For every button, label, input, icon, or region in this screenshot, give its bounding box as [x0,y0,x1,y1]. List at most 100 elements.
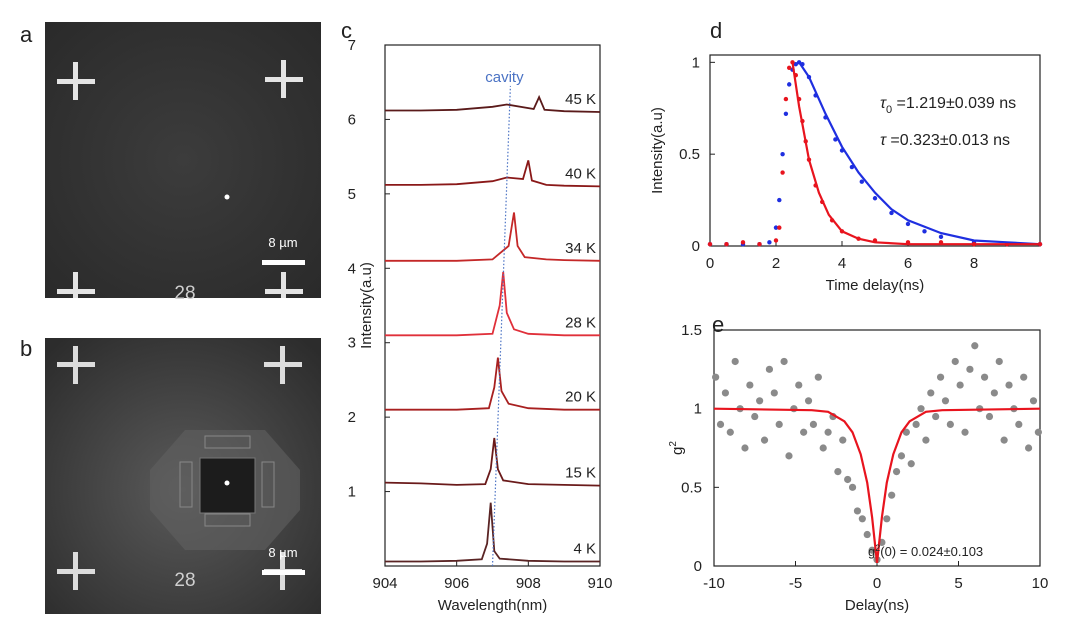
y-tick-label: 6 [348,111,356,128]
y-tick-label: 0.5 [681,479,702,496]
data-point [1020,373,1028,381]
series-label: 34 K [565,240,596,257]
data-point [787,65,792,71]
panel-label: c [341,18,352,43]
series-label: 45 K [565,91,596,108]
data-point [883,515,891,523]
x-tick-label: 6 [904,255,912,272]
x-axis-label: Time delay(ns) [826,277,925,294]
series-line [791,62,1040,246]
data-point [724,241,729,247]
x-tick-label: 4 [838,255,846,272]
y-axis-label: Intensity(a.u) [358,262,375,349]
fit-annotation: τ =0.323±0.013 ns [880,132,1010,149]
data-point [783,111,789,116]
data-point [917,405,925,413]
series-line [384,437,601,487]
data-point [785,452,793,460]
data-point [833,137,838,142]
subscript: 0 [886,104,892,116]
series-line [385,94,601,113]
x-axis-label: Delay(ns) [845,597,909,614]
y-tick-label: 5 [348,186,356,203]
data-point [834,468,842,476]
data-point [1029,397,1038,405]
data-point [863,530,871,539]
data-point [938,234,944,240]
data-point [740,240,746,245]
series-label: 40 K [565,165,596,182]
y-tick-label: 1 [694,401,702,418]
data-point [773,238,779,243]
x-tick-label: 0 [873,575,881,592]
y-tick-label: 0 [694,558,702,575]
y-tick-label: 0 [692,238,700,255]
data-point [848,483,857,491]
x-tick-label: 2 [772,255,780,272]
panel-label: d [710,18,722,43]
data-point [814,373,822,381]
data-point [859,179,864,184]
data-point [712,373,720,381]
data-point [888,491,896,499]
x-axis-label: Wavelength(nm) [438,597,547,614]
sup: 2 [875,543,880,553]
y-axis-label-text: Intensity(a.u) [649,107,666,194]
data-point [897,452,906,460]
cavity-line [491,85,512,567]
data-point [746,381,754,389]
scale-bar-label: 8 µm [268,545,297,560]
base: g [868,544,875,559]
y-axis-label-text: g [669,447,686,455]
series-line [798,61,1041,246]
data-point [1000,436,1008,444]
data-point [922,229,927,234]
data-point [995,357,1003,366]
y-tick-label: 1 [692,54,700,71]
data-point [1005,381,1013,389]
series-label: 20 K [565,389,596,406]
data-point [922,436,930,444]
image-b: b 8 µm 28 [20,336,321,614]
data-point [775,420,783,428]
y-tick-label: 0.5 [679,146,700,163]
data-point [990,389,998,397]
data-point [858,515,866,523]
series-line [713,407,1041,564]
x-tick-label: 908 [516,575,541,592]
plot-area [384,94,601,563]
data-point [777,197,782,203]
data-point [787,82,792,87]
x-tick-label: 904 [372,575,397,592]
plot-frame [713,329,1041,567]
value: =0.323±0.013 ns [886,132,1010,149]
series-line [385,212,601,262]
y-tick-label: 3 [348,335,356,352]
data-point [790,405,798,413]
data-point [760,436,769,444]
scale-bar-label: 8 µm [268,235,297,250]
x-tick-label: 910 [587,575,612,592]
data-point [767,240,772,245]
data-point [927,389,935,397]
data-point [780,151,785,157]
y-tick-label: 7 [348,37,356,54]
panel-label: e [712,312,724,337]
data-point [783,96,789,102]
data-point [951,357,959,366]
data-point [844,475,852,484]
plot-frame [709,54,1041,247]
panel-label: b [20,336,32,361]
x-tick-label: 8 [970,255,978,272]
y-tick-label: 1 [348,484,356,501]
marker-text: 28 [174,283,195,304]
series-line [385,502,600,563]
data-point [956,381,964,389]
data-point [777,225,782,230]
data-point [980,373,989,381]
data-point [795,381,803,389]
data-point [905,221,911,227]
plot-area [712,342,1042,564]
data-point [912,420,920,428]
